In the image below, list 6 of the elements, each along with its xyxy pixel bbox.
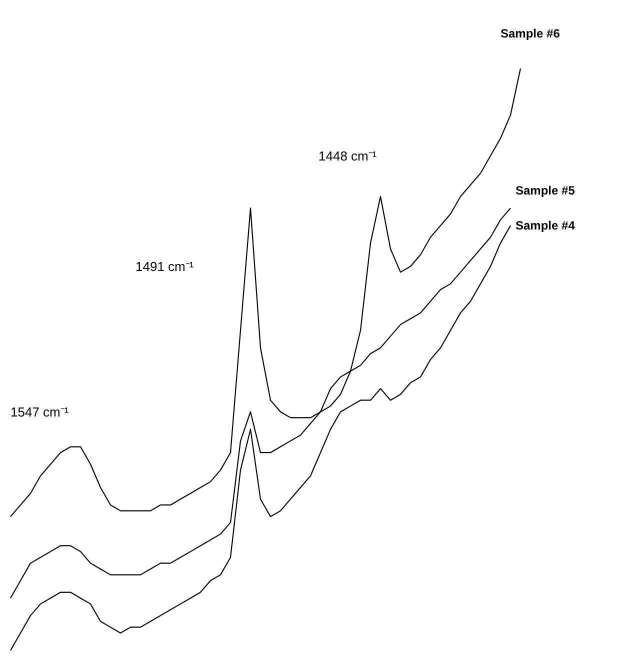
annotation: 1491 cm⁻¹ bbox=[136, 258, 194, 274]
text: Sample #6 bbox=[500, 26, 560, 41]
series-label: Sample #4 bbox=[516, 218, 576, 233]
annotation: 1547 cm⁻¹ bbox=[10, 404, 70, 420]
series-label: Sample #5 bbox=[516, 184, 576, 198]
annotation: 1448 cm⁻¹ bbox=[318, 148, 378, 164]
